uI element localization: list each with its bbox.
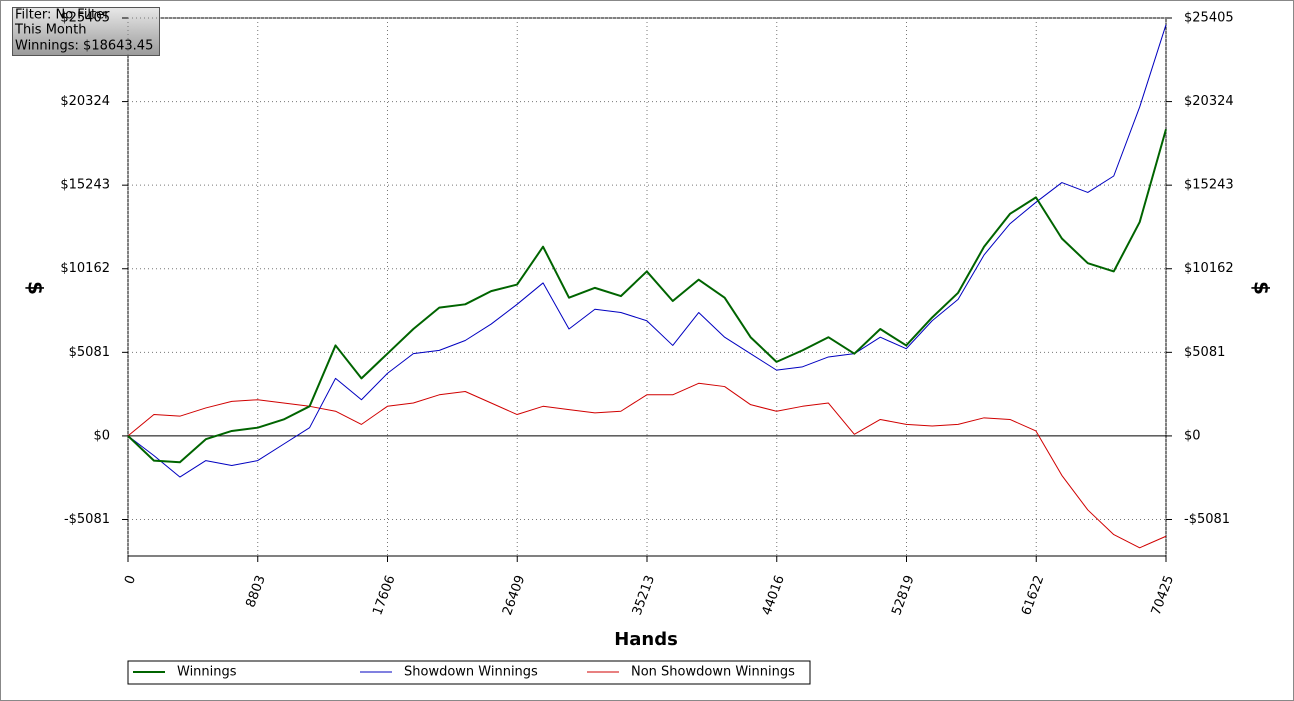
y-tick-label: $20324 [60,94,110,109]
info-box [12,7,160,56]
y2-axis-title: $ [1250,281,1274,295]
y2-tick-label: $0 [1184,428,1201,443]
y-tick-label: $15243 [60,178,110,193]
series-line [127,382,1167,549]
y2-tick-label: -$5081 [1184,512,1230,527]
y-tick-label: $10162 [60,261,110,276]
info-line: This Month [14,23,86,38]
x-axis-title: Hands [614,629,678,650]
info-line: Filter: No Filter [15,8,110,23]
legend-label: Winnings [177,665,237,680]
y2-tick-label: $10162 [1184,261,1234,276]
y2-tick-label: $15243 [1184,178,1234,193]
legend-label: Showdown Winnings [404,665,538,680]
series-line [127,128,1167,464]
y2-tick-label: $25405 [1184,11,1234,26]
y2-tick-label: $5081 [1184,345,1225,360]
y-tick-label: -$5081 [64,512,110,527]
info-line: Winnings: $18643.45 [15,39,153,54]
y-axis-title: $ [24,281,48,295]
y-tick-label: $25405 [60,11,110,26]
y-tick-label: $0 [93,428,110,443]
legend [127,660,811,685]
legend-label: Non Showdown Winnings [631,665,795,680]
y2-tick-label: $20324 [1184,94,1234,109]
y-tick-label: $5081 [69,345,110,360]
series-line [127,24,1167,478]
